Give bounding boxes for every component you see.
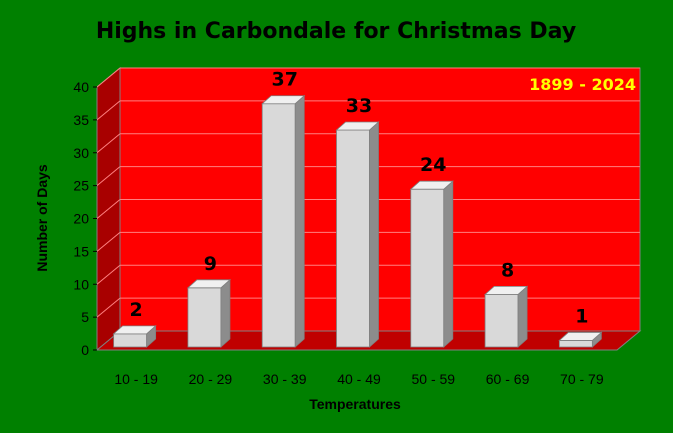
x-tick-label: 10 - 19 <box>114 371 158 387</box>
x-tick-label: 30 - 39 <box>263 371 307 387</box>
data-labels: 2 9 37 33 24 8 1 <box>130 69 589 328</box>
bar-side <box>517 285 528 348</box>
data-label: 2 <box>130 299 143 321</box>
bar-top <box>484 285 529 295</box>
bar <box>484 293 519 348</box>
gridlines <box>96 67 640 318</box>
bar-top <box>335 121 380 131</box>
bar-top <box>261 95 306 105</box>
data-label: 24 <box>420 154 446 176</box>
data-label: 9 <box>204 253 217 275</box>
gridline-side <box>96 100 121 121</box>
gridline-side <box>96 231 121 252</box>
x-tick-labels: 10 - 19 20 - 29 30 - 39 40 - 49 50 - 59 60 - … <box>114 371 604 387</box>
bar-side <box>369 121 379 348</box>
bar-top <box>558 332 603 341</box>
y-axis-label: Number of Days <box>34 164 50 272</box>
bars <box>112 94 603 348</box>
chart-title: Highs in Carbondale for Christmas Day <box>96 19 576 44</box>
y-tick-label: 25 <box>73 178 89 194</box>
data-label: 8 <box>501 259 514 281</box>
x-tick-label: 20 - 29 <box>189 371 233 387</box>
y-tick-label: 5 <box>81 309 89 325</box>
bar-side <box>294 94 305 348</box>
gridline-side <box>96 67 121 88</box>
bar <box>336 129 370 348</box>
bar <box>113 333 148 348</box>
data-label: 33 <box>346 95 372 117</box>
bar-top <box>112 325 157 335</box>
y-tick-label: 35 <box>73 112 89 128</box>
gridline-side <box>96 133 121 154</box>
date-range-annotation: 1899 - 2024 <box>529 75 636 94</box>
y-tick-label: 10 <box>73 276 89 292</box>
y-tick-label: 0 <box>81 342 89 358</box>
x-tick-label: 60 - 69 <box>486 371 530 387</box>
y-tick-label: 15 <box>73 243 89 259</box>
y-tick-label: 40 <box>73 79 89 95</box>
bar-top <box>186 279 231 289</box>
bar <box>558 340 593 348</box>
gridline-side <box>96 264 121 285</box>
data-label: 37 <box>271 69 297 91</box>
data-label: 1 <box>575 305 588 327</box>
bar <box>187 287 222 348</box>
bar-side <box>220 278 231 348</box>
x-tick-label: 40 - 49 <box>337 371 381 387</box>
bar <box>410 188 445 348</box>
bar-side <box>443 180 454 348</box>
x-tick-label: 70 - 79 <box>560 371 604 387</box>
gridline-side <box>96 199 121 219</box>
y-tick-label: 20 <box>73 211 89 227</box>
bar-top <box>409 180 454 190</box>
bar <box>261 103 296 348</box>
gridline-side <box>96 166 121 187</box>
y-tick-label: 30 <box>73 145 89 161</box>
gridline-side <box>96 297 121 318</box>
x-axis-label: Temperatures <box>309 396 401 412</box>
y-tick-labels: 0 5 10 15 20 25 30 35 40 <box>73 79 97 358</box>
x-tick-label: 50 - 59 <box>411 371 455 387</box>
